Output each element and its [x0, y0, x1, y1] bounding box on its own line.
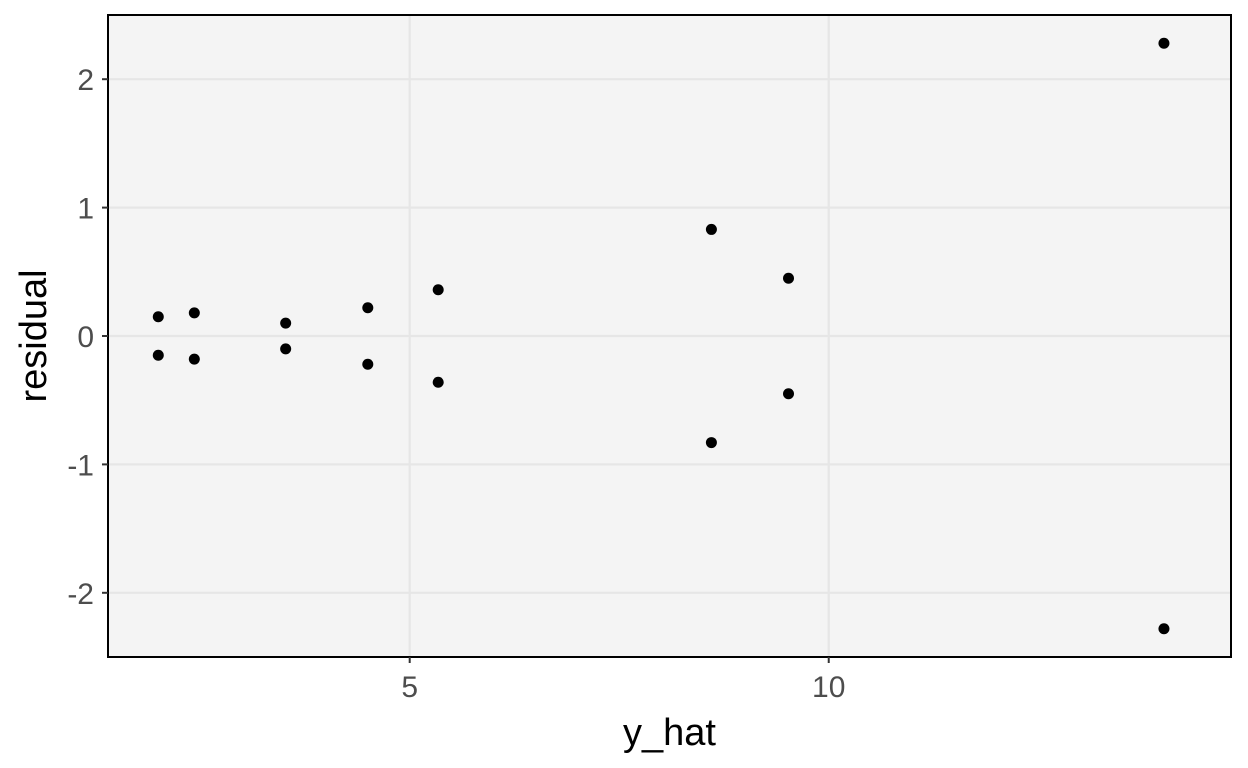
y-axis-title: residual	[13, 269, 55, 402]
data-point	[432, 284, 444, 296]
data-point	[432, 376, 444, 388]
y-tick-label: 2	[77, 64, 94, 97]
data-point	[783, 388, 795, 400]
y-tick-label: 1	[77, 193, 94, 226]
y-tick-label: -1	[67, 449, 94, 482]
y-axis-ticks: -2 -1 0 1 2	[67, 64, 108, 611]
data-point	[362, 302, 374, 314]
data-point	[705, 437, 717, 449]
data-point	[188, 307, 200, 319]
x-axis-ticks: 5 10	[401, 657, 845, 704]
y-tick-label: 0	[77, 321, 94, 354]
data-point	[1158, 623, 1170, 635]
data-point	[783, 272, 795, 284]
grid-lines	[108, 15, 1231, 657]
data-point	[705, 223, 717, 235]
data-point	[362, 358, 374, 370]
data-point	[152, 349, 164, 361]
data-point	[280, 343, 292, 355]
x-axis-title: y_hat	[623, 712, 716, 754]
x-tick-label: 5	[401, 671, 418, 704]
data-point	[1158, 37, 1170, 49]
data-points	[152, 37, 1170, 635]
y-tick-label: -2	[67, 578, 94, 611]
data-point	[280, 317, 292, 329]
data-point	[188, 353, 200, 365]
x-tick-label: 10	[812, 671, 845, 704]
data-point	[152, 311, 164, 323]
